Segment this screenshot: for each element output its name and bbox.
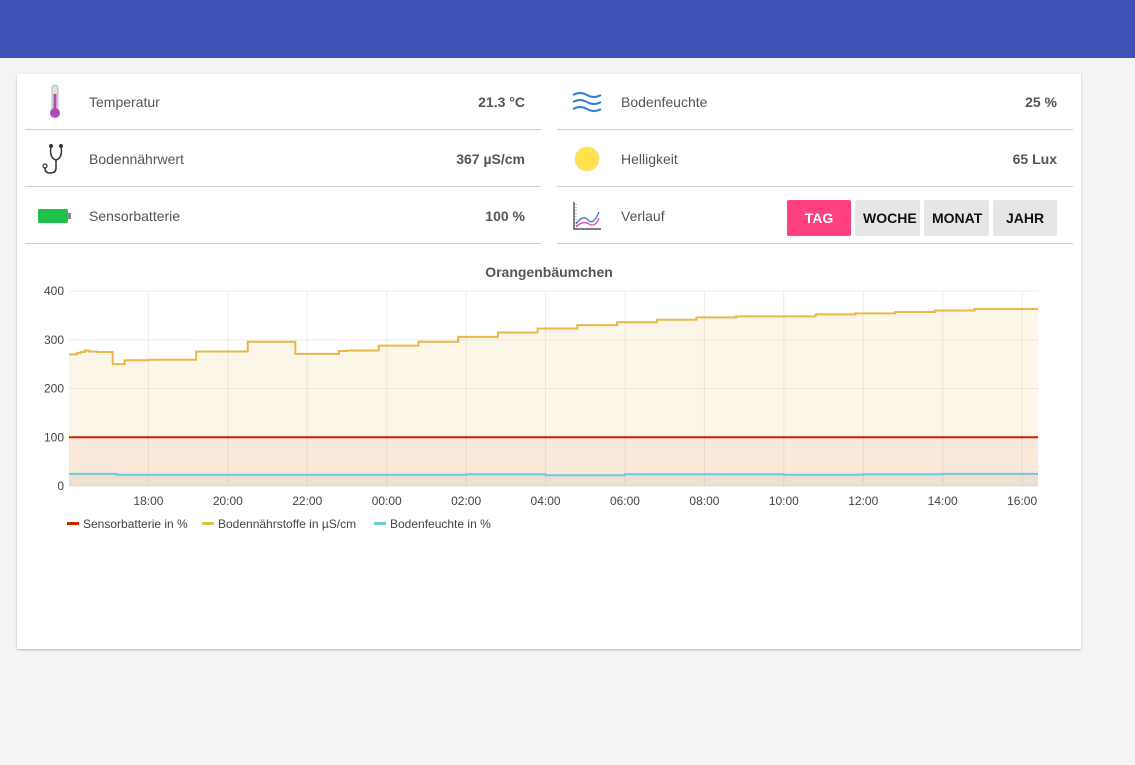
row-label: Temperatur — [89, 94, 160, 110]
row-label: Verlauf — [621, 208, 665, 224]
range-button-woche[interactable]: WOCHE — [855, 200, 920, 236]
row-bodenfeuchte: Bodenfeuchte 25 % — [557, 74, 1073, 130]
row-value: 25 % — [1025, 94, 1057, 110]
row-value: 65 Lux — [1012, 151, 1057, 167]
range-button-monat[interactable]: MONAT — [924, 200, 989, 236]
row-value: 100 % — [485, 208, 525, 224]
range-button-group: TAG WOCHE MONAT JAHR — [787, 200, 1057, 236]
row-verlauf: Verlauf TAG WOCHE MONAT JAHR — [557, 188, 1073, 244]
row-sensorbatterie: Sensorbatterie 100 % — [25, 188, 541, 244]
row-value: 367 µS/cm — [456, 151, 525, 167]
row-value: 21.3 °C — [478, 94, 525, 110]
row-label: Bodenfeuchte — [621, 94, 708, 110]
range-button-jahr[interactable]: JAHR — [993, 200, 1057, 236]
row-bodennaehrwert: Bodennährwert 367 µS/cm — [25, 131, 541, 187]
row-label: Helligkeit — [621, 151, 678, 167]
sun-icon — [567, 139, 607, 179]
waves-icon — [567, 82, 607, 122]
chart-title: Orangenbäumchen — [485, 264, 613, 280]
range-button-tag[interactable]: TAG — [787, 200, 851, 236]
top-app-bar — [0, 0, 1135, 58]
row-label: Bodennährwert — [89, 151, 184, 167]
battery-icon — [35, 196, 75, 236]
sensor-card: Temperatur 21.3 °C Bodennährwert 367 µS/… — [17, 74, 1081, 649]
stethoscope-icon — [35, 139, 75, 179]
row-label: Sensorbatterie — [89, 208, 181, 224]
row-helligkeit: Helligkeit 65 Lux — [557, 131, 1073, 187]
thermometer-icon — [35, 82, 75, 122]
row-temperatur: Temperatur 21.3 °C — [25, 74, 541, 130]
line-chart-icon — [567, 196, 607, 236]
